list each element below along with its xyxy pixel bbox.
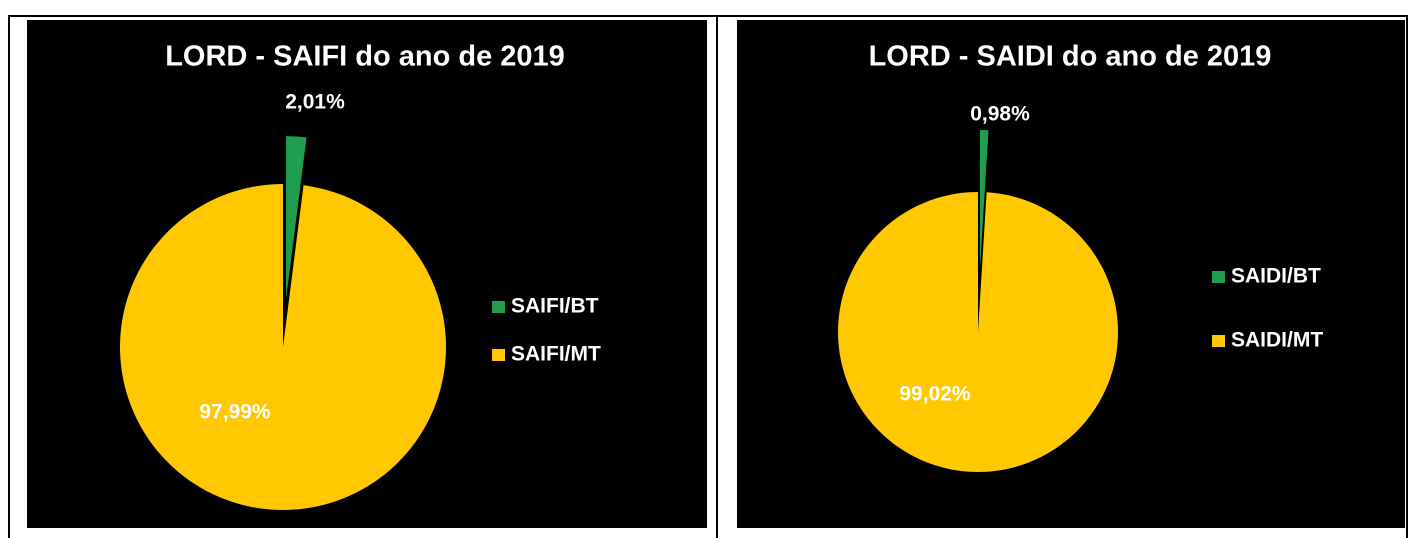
legend-label: SAIDI/MT xyxy=(1231,329,1323,352)
chart-title: LORD - SAIDI do ano de 2019 xyxy=(869,41,1272,73)
data-label: 99,02% xyxy=(899,383,971,406)
cell-divider xyxy=(716,15,718,538)
data-label: 2,01% xyxy=(285,91,345,114)
pie-slice xyxy=(837,192,1118,473)
legend-label: SAIFI/MT xyxy=(511,343,601,366)
chart-title: LORD - SAIFI do ano de 2019 xyxy=(165,41,565,73)
legend-marker xyxy=(492,349,505,361)
pie-slice xyxy=(286,136,307,300)
legend-label: SAIDI/BT xyxy=(1231,265,1321,288)
legend-label: SAIFI/BT xyxy=(511,295,599,318)
legend-marker xyxy=(1212,335,1225,347)
data-label: 97,99% xyxy=(199,401,271,424)
pie-slice xyxy=(119,184,446,511)
table-frame xyxy=(8,15,1408,538)
pie-slice xyxy=(979,130,989,271)
legend-marker xyxy=(492,301,505,313)
legend-marker xyxy=(1212,271,1225,283)
chart: LORD - SAIFI do ano de 2019 2,01% SAIFI/BT… xyxy=(27,20,707,528)
chart: LORD - SAIDI do ano de 2019 0,98% SAIDI/BT… xyxy=(737,20,1405,528)
data-label: 0,98% xyxy=(970,103,1030,126)
